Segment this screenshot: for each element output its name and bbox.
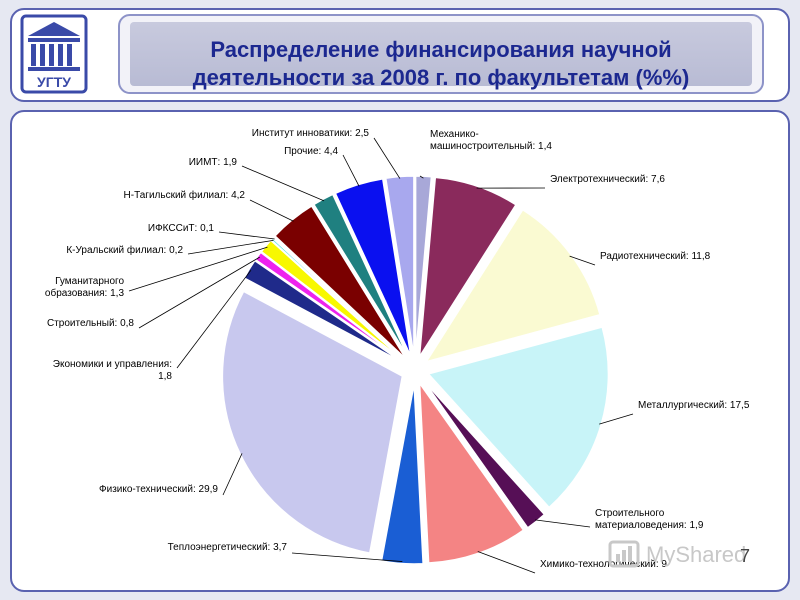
pie-slice bbox=[384, 175, 415, 357]
pie-slice bbox=[423, 380, 546, 529]
pie-slice bbox=[273, 204, 407, 360]
title-box: Распределение финансирования научной дея… bbox=[118, 14, 764, 94]
page-number: 7 bbox=[740, 546, 751, 566]
pie-slice bbox=[418, 380, 525, 564]
pie-slice bbox=[424, 208, 601, 363]
leader-line bbox=[222, 453, 243, 496]
slice-label: Экономики и управления: 1,8 bbox=[53, 359, 173, 382]
leader-line bbox=[569, 255, 596, 266]
watermark: MyShared bbox=[606, 538, 766, 574]
leader-line bbox=[534, 519, 591, 528]
pie-slice bbox=[414, 175, 433, 357]
leader-line bbox=[128, 246, 268, 292]
leader-line bbox=[419, 175, 424, 179]
page-title: Распределение финансирования научной дея… bbox=[130, 36, 752, 92]
slice-label: Гуманитарного образования: 1,3 bbox=[45, 276, 125, 299]
leader-line bbox=[176, 269, 252, 369]
slice-label: ИИМТ: 1,9 bbox=[189, 157, 238, 168]
slice-label: Механико-машиностроительный: 1,4 bbox=[430, 129, 552, 152]
leader-line bbox=[241, 165, 325, 202]
slice-label: Теплоэнергетический: 3,7 bbox=[168, 542, 288, 553]
leader-line bbox=[599, 413, 634, 425]
pie-slice bbox=[312, 193, 410, 359]
slice-label: Строительного материаловедения: 1,9 bbox=[595, 508, 704, 531]
pie-slice bbox=[221, 290, 404, 554]
slice-label: Химико-технологический: 9 bbox=[540, 559, 667, 570]
watermark-logo-icon bbox=[608, 540, 640, 568]
slice-label: Прочие: 4,4 bbox=[284, 146, 338, 157]
pie-slice bbox=[271, 236, 406, 361]
slice-label: Н-Тагильский филиал: 4,2 bbox=[124, 189, 246, 201]
leader-line bbox=[138, 256, 260, 329]
leader-line bbox=[342, 154, 360, 187]
leader-line bbox=[187, 239, 274, 255]
pie-slice bbox=[243, 259, 404, 364]
pie-slice bbox=[418, 176, 517, 358]
logo-text: УГТУ bbox=[37, 74, 71, 90]
slice-label: К-Уральский филиал: 0,2 bbox=[66, 244, 183, 256]
slice-label: Радиотехнический: 11,8 bbox=[600, 251, 711, 262]
title-line-1: Распределение финансирования научной bbox=[210, 37, 672, 62]
slice-label: Институт инноватики: 2,5 bbox=[252, 128, 370, 139]
pie-slice bbox=[427, 326, 610, 509]
slice-label: Строительный: 0,8 bbox=[47, 318, 134, 329]
leader-line bbox=[249, 199, 294, 222]
leader-line bbox=[218, 231, 275, 240]
university-logo: УГТУ bbox=[20, 14, 88, 94]
leader-line bbox=[477, 551, 536, 574]
pie-slice bbox=[380, 383, 424, 565]
leader-line bbox=[373, 137, 401, 179]
slice-label: ИФКССиТ: 0,1 bbox=[148, 223, 215, 234]
slice-label: Металлургический: 17,5 bbox=[638, 400, 750, 411]
slice-label: Физико-технический: 29,9 bbox=[99, 484, 218, 495]
watermark-text: MyShared bbox=[646, 542, 747, 567]
title-line-2: деятельности за 2008 г. по факультетам (… bbox=[192, 65, 690, 90]
slice-label: Электротехнический: 7,6 bbox=[550, 174, 665, 185]
leader-line bbox=[291, 552, 403, 562]
